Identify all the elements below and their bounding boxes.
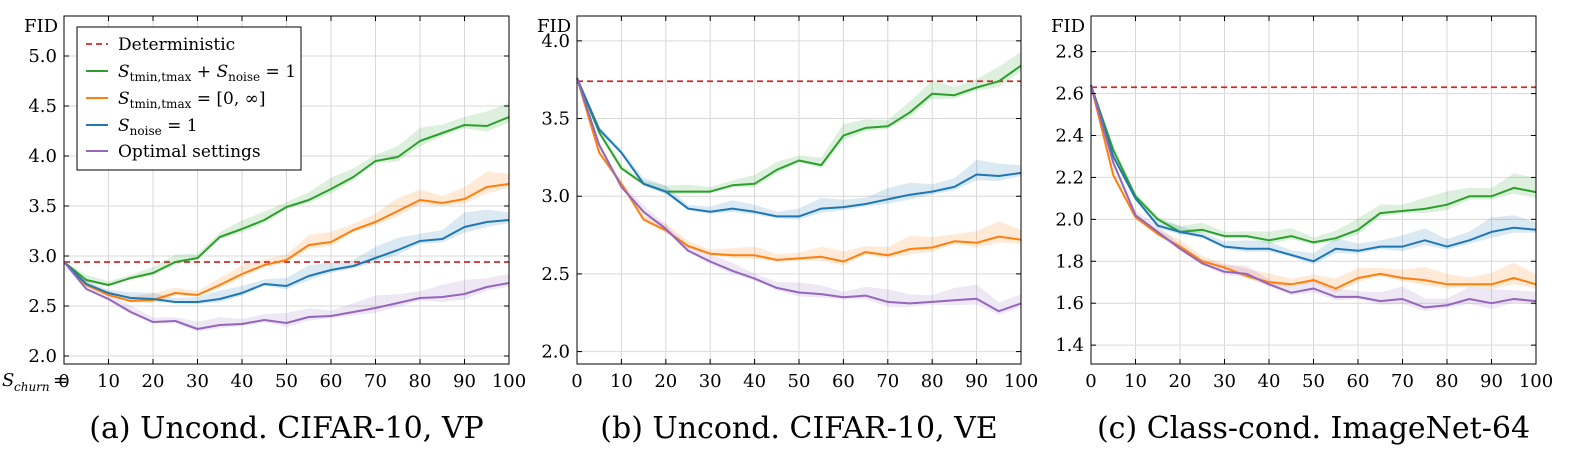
x-tick-label: 40 — [743, 371, 766, 392]
x-tick-label: 100 — [492, 371, 526, 392]
y-axis-label: FID — [24, 16, 58, 37]
y-tick-label: 2.2 — [1055, 167, 1084, 188]
panel-caption: (c) Class-cond. ImageNet-64 — [1097, 411, 1530, 446]
x-tick-label: 0 — [571, 371, 582, 392]
confidence-band-noise-one — [577, 78, 1021, 220]
x-tick-label: 10 — [97, 371, 120, 392]
x-tick-label: 30 — [699, 371, 722, 392]
x-tick-label: 0 — [1085, 371, 1096, 392]
series-line-optimal — [576, 77, 1022, 313]
y-tick-label: 2.8 — [1055, 42, 1084, 63]
series-line-optimal — [63, 261, 510, 330]
series-line-tminmax-range — [63, 183, 510, 302]
confidence-band-tminmax-noise — [1091, 85, 1536, 245]
x-tick-label: 10 — [1124, 371, 1147, 392]
confidence-band-tminmax-noise — [64, 103, 509, 287]
y-tick-label: 2.0 — [28, 346, 57, 367]
x-tick-label: 80 — [921, 371, 944, 392]
x-tick-label: 60 — [832, 371, 855, 392]
legend-label-noise-one: Snoise = 1 — [118, 116, 198, 138]
x-tick-label: 60 — [320, 371, 343, 392]
series-line-noise-one — [1090, 84, 1537, 263]
panel-caption: (b) Uncond. CIFAR-10, VE — [600, 411, 997, 446]
x-tick-label: 90 — [453, 371, 476, 392]
legend-box — [76, 26, 302, 171]
series-line-tminmax-range — [576, 77, 1022, 263]
panel-caption: (a) Uncond. CIFAR-10, VP — [89, 411, 483, 446]
x-tick-label: 50 — [1302, 371, 1325, 392]
x-tick-label: 60 — [1347, 371, 1370, 392]
y-tick-label: 1.6 — [1055, 293, 1084, 314]
legend: Deterministic Stmin,tmax + Snoise = 1 St… — [76, 26, 302, 171]
x-axis-variable-sub: churn — [14, 380, 50, 394]
x-tick-label: 20 — [142, 371, 165, 392]
chart-panels: 0 10 20 30 40 50 60 70 80 90 1002.02.53.03.54.04.5… — [24, 15, 1553, 446]
legend-label-optimal: Optimal settings — [118, 142, 261, 162]
y-tick-label: 1.4 — [1055, 335, 1084, 356]
y-tick-label: 3.0 — [28, 246, 57, 267]
x-tick-label: 10 — [610, 371, 633, 392]
x-tick-label: 100 — [1519, 371, 1553, 392]
series-line-tminmax-noise — [1090, 84, 1537, 244]
x-tick-label: 80 — [1436, 371, 1459, 392]
x-axis-variable-equals: = — [53, 370, 68, 391]
y-tick-label: 3.5 — [541, 109, 570, 130]
series-line-tminmax-noise — [63, 116, 510, 286]
y-axis-label: FID — [537, 16, 571, 37]
y-tick-label: 2.0 — [541, 342, 570, 363]
confidence-band-tminmax-range — [64, 171, 509, 303]
x-tick-label: 50 — [788, 371, 811, 392]
x-tick-label: 20 — [654, 371, 677, 392]
x-axis-variable-main: S — [2, 370, 14, 391]
y-tick-label: 2.5 — [541, 264, 570, 285]
y-tick-label: 2.0 — [1055, 209, 1084, 230]
confidence-band-tminmax-range — [577, 78, 1021, 266]
legend-label-tminmax-noise: Stmin,tmax + Snoise = 1 — [118, 62, 296, 84]
y-tick-label: 4.0 — [541, 31, 570, 52]
x-tick-label: 80 — [409, 371, 432, 392]
chart-panel-3: 0 10 20 30 40 50 60 70 80 90 100 1.4 1.6 1.8 2.0 2.2 2.4… — [1051, 15, 1553, 446]
y-tick-label: 2.4 — [1055, 125, 1084, 146]
confidence-band-optimal — [577, 78, 1021, 315]
series-line-optimal — [1090, 84, 1537, 309]
x-tick-label: 70 — [1391, 371, 1414, 392]
x-tick-label: 70 — [364, 371, 387, 392]
y-tick-label: 2.5 — [28, 296, 57, 317]
y-axis-label: FID — [1051, 16, 1085, 37]
series-line-noise-one — [63, 219, 510, 303]
x-tick-label: 70 — [876, 371, 899, 392]
chart-panel-1: 0 10 20 30 40 50 60 70 80 90 100 2.0 2.5 3.0 3.5 4.0 4.5… — [24, 15, 526, 446]
y-tick-label: 5.0 — [28, 46, 57, 67]
x-tick-label: 20 — [1169, 371, 1192, 392]
x-tick-label: 30 — [1213, 371, 1236, 392]
y-tick-label: 4.0 — [28, 146, 57, 167]
x-tick-label: 50 — [275, 371, 298, 392]
x-tick-label: 30 — [186, 371, 209, 392]
legend-label-deterministic: Deterministic — [118, 35, 235, 55]
x-tick-label: 90 — [1480, 371, 1503, 392]
confidence-band-optimal — [64, 262, 509, 332]
x-tick-label: 40 — [231, 371, 254, 392]
y-tick-label: 3.5 — [28, 196, 57, 217]
y-tick-label: 4.5 — [28, 96, 57, 117]
y-tick-label: 3.0 — [541, 186, 570, 207]
chart-panel-2: 0 10 20 30 40 50 60 70 80 90 100 2.0 2.5 3.0 3.5 4.0FID… — [537, 15, 1038, 446]
y-tick-label: 2.6 — [1055, 84, 1084, 105]
x-tick-label: 0 — [58, 371, 69, 392]
legend-label-tminmax-range: Stmin,tmax = [0, ∞] — [118, 89, 265, 111]
x-tick-label: 40 — [1258, 371, 1281, 392]
series-line-noise-one — [576, 77, 1022, 218]
x-axis-variable-label: S churn = — [2, 370, 68, 394]
x-tick-label: 100 — [1004, 371, 1038, 392]
y-tick-label: 1.8 — [1055, 251, 1084, 272]
x-tick-label: 90 — [965, 371, 988, 392]
